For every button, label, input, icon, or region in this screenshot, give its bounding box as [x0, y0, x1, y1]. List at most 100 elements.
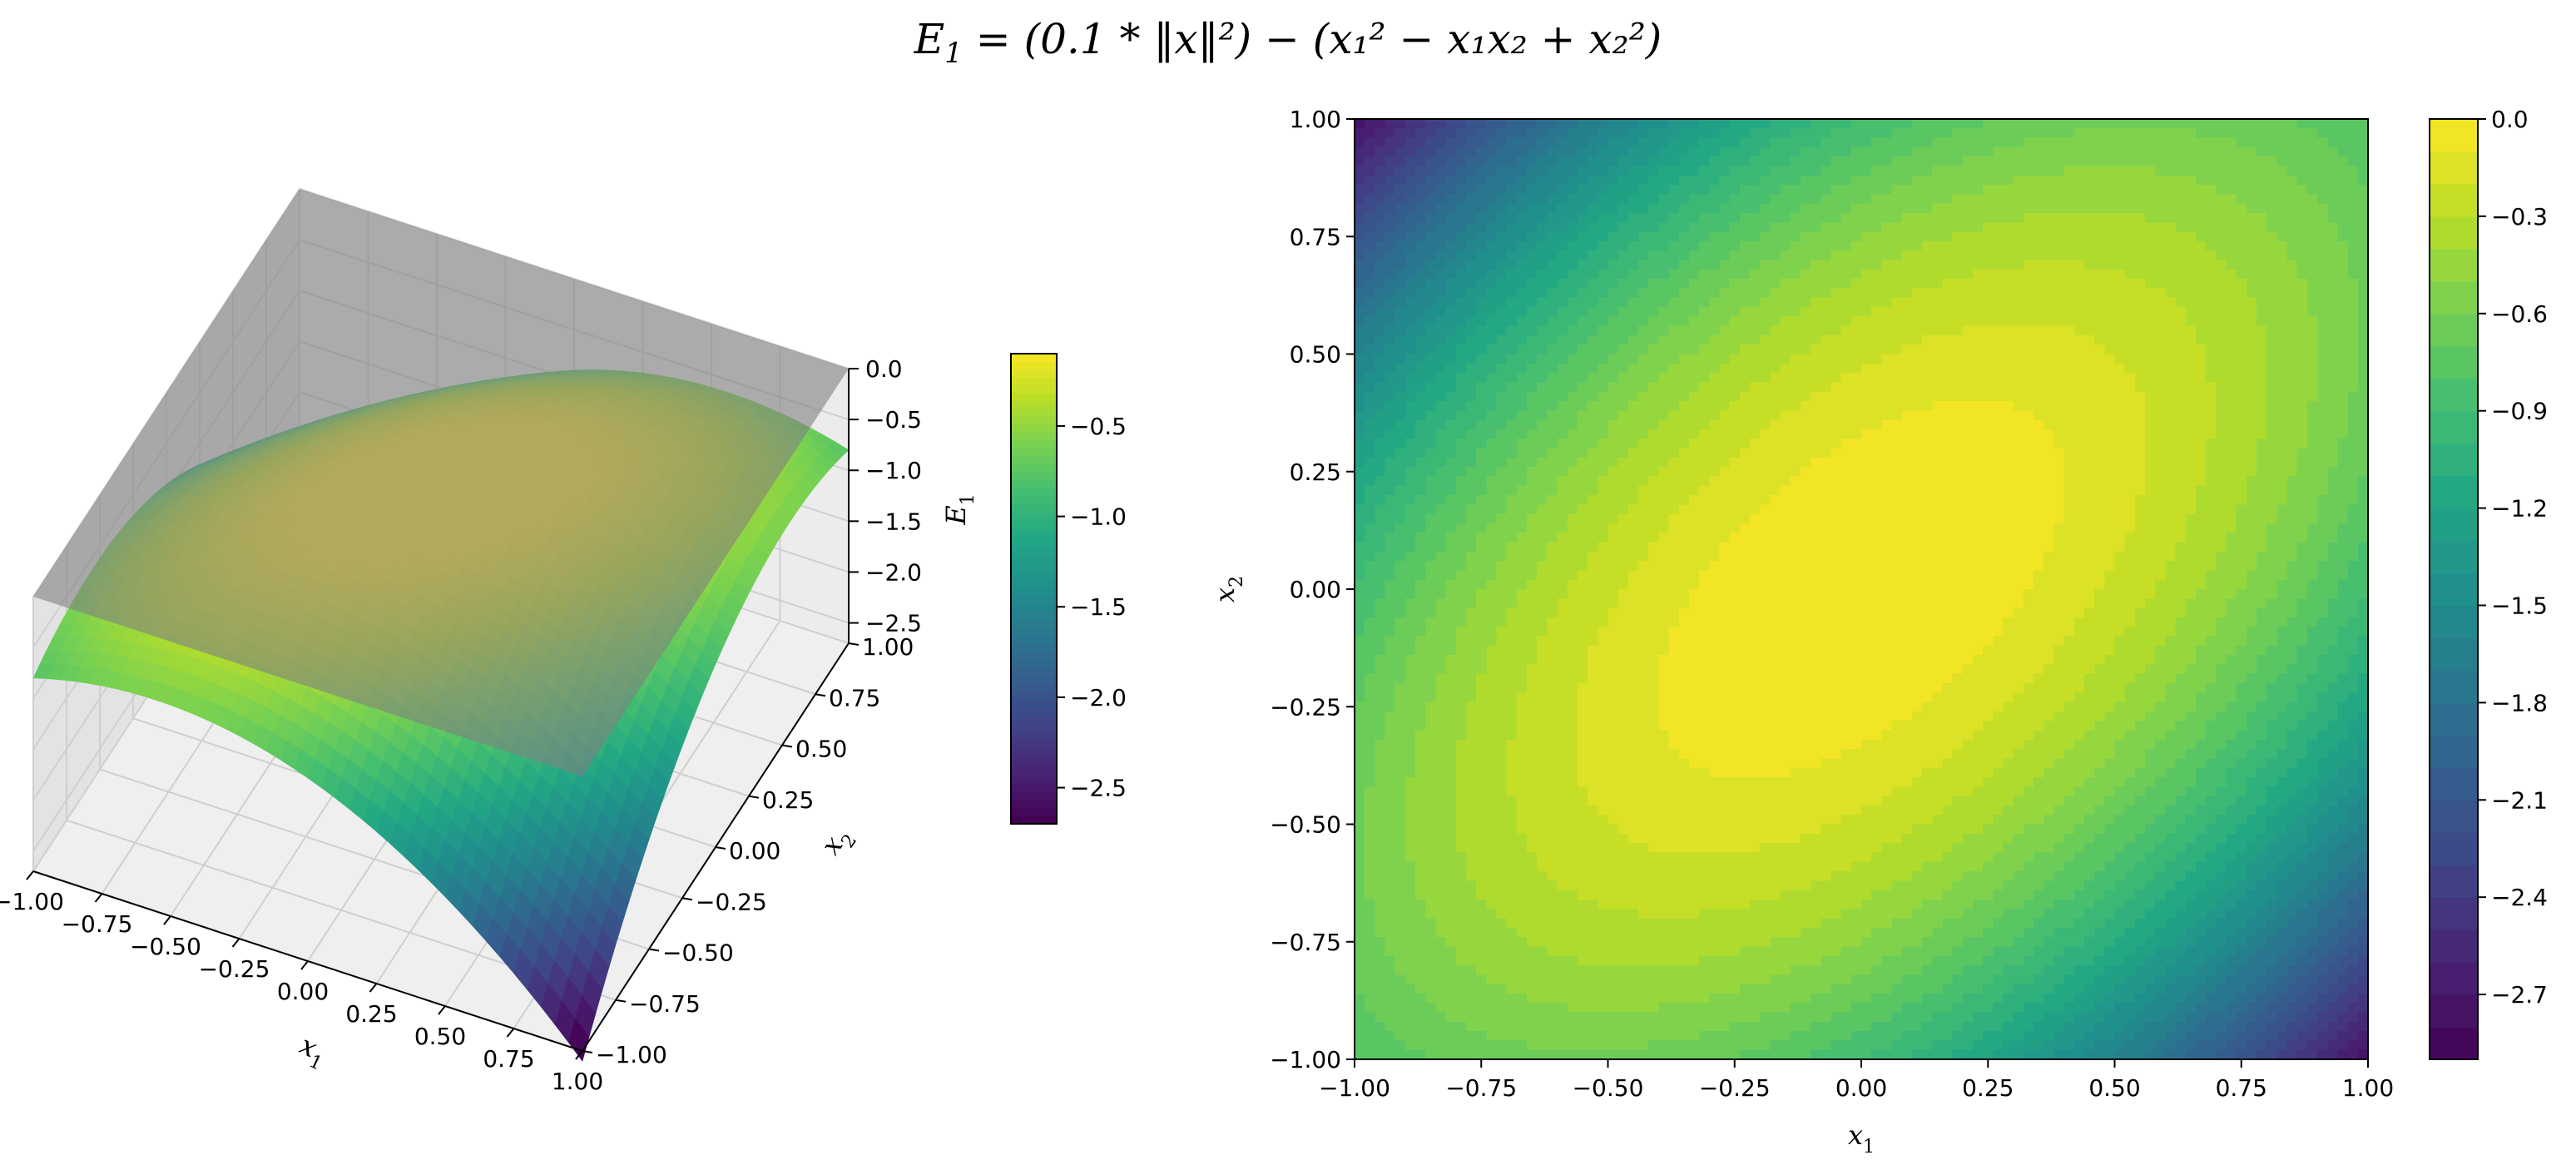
contour-cell	[1617, 467, 1629, 477]
contour-cell	[1598, 429, 1609, 439]
contour-cell	[1435, 325, 1447, 336]
contour-cell	[1658, 918, 1670, 929]
contour-cell	[1516, 513, 1528, 524]
contour-cell	[1527, 833, 1538, 844]
contour-cell	[1455, 758, 1467, 769]
contour-cell	[1496, 645, 1508, 656]
contour-cell	[1425, 673, 1437, 684]
contour-cell	[1425, 166, 1437, 176]
contour-cell	[1668, 325, 1680, 336]
contour-cell	[1476, 260, 1487, 270]
contour-cell	[1455, 664, 1467, 675]
contour-cell	[1516, 175, 1528, 186]
contour-cell	[1516, 701, 1528, 712]
contour-cell	[1476, 796, 1487, 806]
contour-cell	[1415, 843, 1426, 853]
contour-cell	[1435, 927, 1447, 938]
contour-cell	[1486, 749, 1498, 759]
contour-cell	[1608, 880, 1619, 891]
contour-cell	[1638, 749, 1649, 759]
contour-cell	[1648, 777, 1659, 787]
contour-cell	[1608, 467, 1619, 477]
contour-cell	[1425, 476, 1437, 487]
contour-cell	[1658, 579, 1670, 590]
contour-cell	[1638, 146, 1649, 157]
contour-cell	[1567, 260, 1578, 270]
contour-cell	[1476, 119, 1487, 129]
contour-cell	[1395, 382, 1406, 393]
contour-cell	[1516, 645, 1528, 656]
contour-cell	[1435, 391, 1447, 402]
x1-tick	[231, 938, 240, 948]
contour-cell	[1476, 1031, 1487, 1041]
contour-cell	[1547, 485, 1558, 496]
contour-cell	[1617, 730, 1629, 741]
contour-cell	[1496, 655, 1508, 665]
contour-cell	[1355, 1012, 1365, 1023]
contour-cell	[1617, 485, 1629, 496]
contour-cell	[1598, 955, 1609, 966]
contour-cell	[1496, 325, 1508, 336]
contour-cell	[1476, 937, 1487, 947]
contour-cell	[1598, 909, 1609, 920]
contour-cell	[1527, 307, 1538, 317]
contour-cell	[1465, 899, 1477, 910]
contour-cell	[1577, 984, 1588, 994]
contour-cell	[1567, 1021, 1578, 1032]
contour-cell	[1465, 871, 1477, 881]
contour-cell	[1527, 758, 1538, 769]
contour-cell	[1516, 909, 1528, 920]
contour-cell	[1617, 880, 1629, 891]
contour-cell	[1537, 617, 1548, 627]
contour-cell	[1506, 655, 1518, 665]
contour-cell	[1608, 222, 1619, 233]
contour-cell	[1355, 175, 1365, 186]
contour-cell	[1435, 448, 1447, 459]
contour-cell	[1355, 504, 1365, 515]
contour-cell	[1496, 213, 1508, 223]
contour-cell	[1355, 607, 1365, 618]
contour-cell	[1588, 843, 1598, 853]
contour-cell	[1425, 871, 1437, 881]
contour-cell	[1476, 439, 1487, 449]
contour-cell	[1547, 636, 1558, 647]
contour-cell	[1516, 429, 1528, 439]
contour-cell	[1365, 871, 1375, 881]
contour-cell	[1395, 683, 1406, 693]
contour-cell	[1547, 589, 1558, 599]
contour-cell	[1395, 739, 1406, 750]
contour-cell	[1557, 946, 1568, 957]
contour-cell	[1537, 391, 1548, 402]
contour-cell	[1385, 504, 1396, 515]
contour-cell	[1455, 297, 1467, 308]
contour-cell	[1445, 777, 1457, 787]
contour-cell	[1668, 636, 1680, 647]
contour-cell	[1577, 542, 1588, 553]
contour-cell	[1567, 815, 1578, 825]
contour-cell	[1627, 1003, 1639, 1014]
contour-cell	[1395, 664, 1406, 675]
contour-cell	[1567, 570, 1578, 581]
contour-cell	[1415, 833, 1426, 844]
contour-cell	[1435, 269, 1447, 280]
contour-cell	[1365, 523, 1375, 533]
contour-cell	[1668, 1040, 1680, 1051]
contour-cell	[1537, 448, 1548, 459]
contour-cell	[1638, 909, 1649, 920]
contour-cell	[1648, 721, 1659, 731]
contour-cell	[1588, 485, 1598, 496]
contour-cell	[1355, 861, 1365, 872]
contour-cell	[1486, 439, 1498, 449]
contour-cell	[1617, 373, 1629, 383]
contour-cell	[1547, 758, 1558, 769]
contour-cell	[1577, 250, 1588, 261]
contour-cell	[1445, 288, 1457, 299]
contour-cell	[1395, 984, 1406, 994]
contour-cell	[1455, 937, 1467, 947]
contour-cell	[1445, 655, 1457, 665]
contour-cell	[1465, 316, 1477, 327]
contour-cell	[1557, 937, 1568, 947]
contour-cell	[1627, 645, 1639, 656]
contour-cell	[1375, 533, 1386, 543]
contour-cell	[1516, 448, 1528, 459]
